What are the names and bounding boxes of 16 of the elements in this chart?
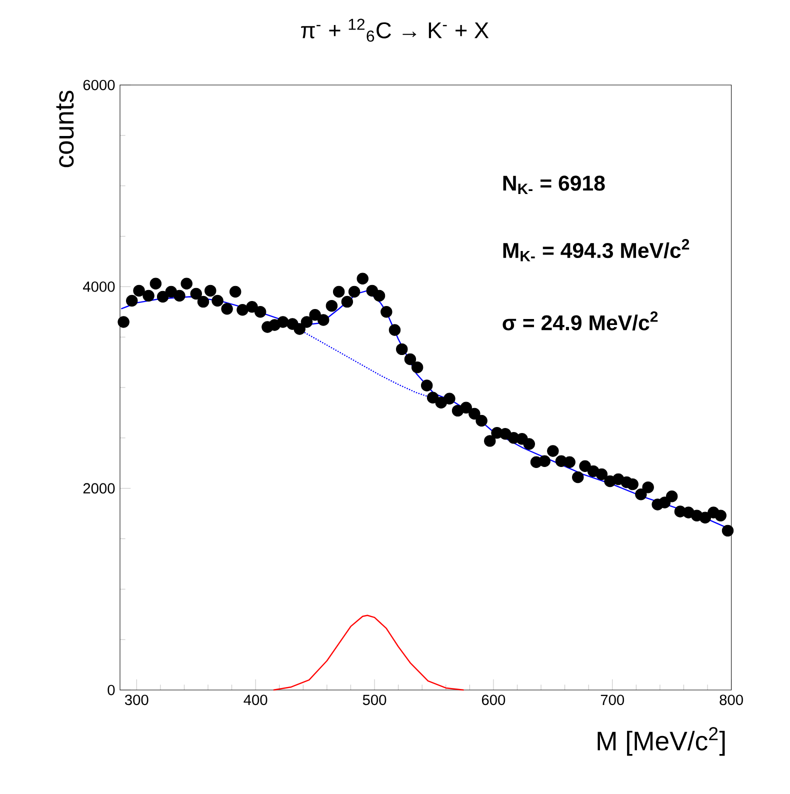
x-axis-title: M [MeV/c$^{2}$] (598, 727, 725, 756)
y-tick-label: 0 (108, 684, 115, 696)
y-tick-label: 2000 (83, 483, 115, 494)
x-tick-label: 600 (482, 694, 506, 706)
annotation: M$_{K-}$ = 494.3 MeV/c$^{2}$ (503, 239, 690, 262)
x-tick-label: 500 (362, 694, 386, 706)
chart-title: π$^{-}$ + $^{12}$$_{6}$C → K$^{-}$ + X (301, 18, 489, 42)
x-tick-label: 400 (244, 694, 268, 706)
x-tick-label: 800 (720, 694, 743, 706)
x-tick-label: 700 (600, 694, 624, 706)
y-axis-title: counts (56, 90, 74, 168)
y-tick-label: 6000 (83, 80, 115, 90)
annotation: N$_{K-}$ = 6918 (503, 176, 605, 194)
annotation: σ = 24.9 MeV/c$^{2}$ (502, 311, 658, 331)
x-tick-label: 300 (124, 694, 148, 706)
y-tick-label: 4000 (82, 281, 115, 292)
